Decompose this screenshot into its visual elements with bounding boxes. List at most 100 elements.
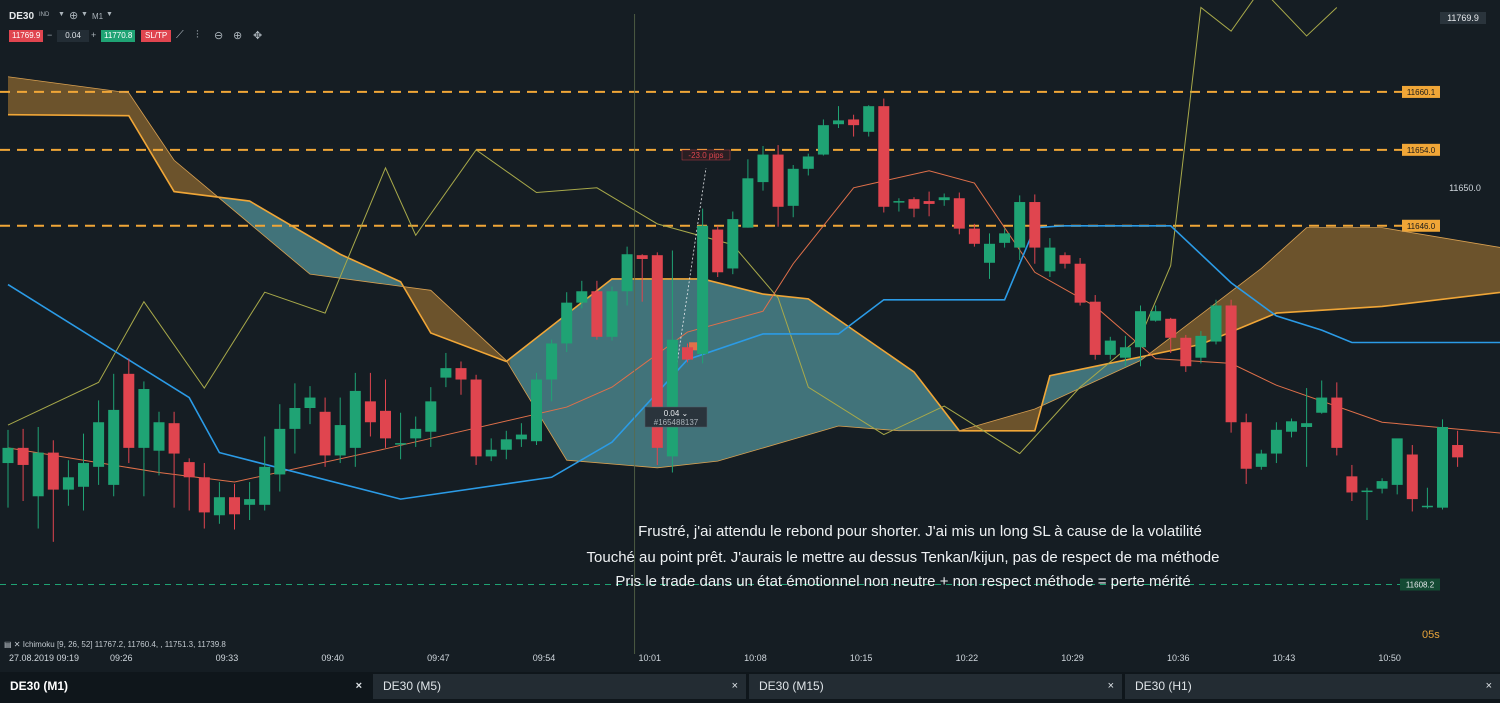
crosshair-icon[interactable]: ⊕ xyxy=(69,10,79,22)
level-label-bg xyxy=(1402,143,1440,156)
sltp-button[interactable]: SL/TP xyxy=(141,30,172,42)
crosshair-dropdown-icon[interactable]: ▼ xyxy=(81,11,88,18)
bullish-candle xyxy=(727,219,739,269)
bearish-candle xyxy=(968,228,980,244)
bearish-candle xyxy=(183,462,195,478)
bullish-candle xyxy=(1210,305,1222,342)
bullish-candle xyxy=(833,120,844,125)
bearish-candle xyxy=(168,423,180,454)
tab-close-icon[interactable]: × xyxy=(355,680,362,692)
timeframe-label[interactable]: M1 xyxy=(92,12,104,21)
bullish-candle xyxy=(1104,340,1116,355)
level-label-bg xyxy=(1402,219,1440,232)
symbol-tag: IND xyxy=(39,12,50,18)
ichimoku-legend[interactable]: ▤ ✕ Ichimoku [9, 26, 52] 11767.2, 11760.… xyxy=(4,640,226,649)
tab-close-icon[interactable]: × xyxy=(1107,680,1114,692)
volume-increase-button[interactable]: + xyxy=(91,30,97,40)
bearish-candle xyxy=(1165,318,1177,338)
senkou-span-a-line xyxy=(7,113,1500,432)
x-tick-label: 09:40 xyxy=(321,653,344,663)
bearish-candle xyxy=(470,379,482,457)
bullish-candle xyxy=(304,397,316,408)
bullish-candle xyxy=(62,477,74,490)
x-tick-label: 10:01 xyxy=(638,653,662,663)
bullish-candle xyxy=(742,178,754,228)
bullish-candle xyxy=(153,422,165,451)
bearish-candle xyxy=(682,347,693,360)
bearish-candle xyxy=(1074,263,1086,303)
candles-icon[interactable]: ⫶ xyxy=(196,29,199,41)
bullish-candle xyxy=(1044,247,1056,272)
bullish-candle xyxy=(425,401,437,432)
bullish-candle xyxy=(1119,347,1131,358)
x-tick-label: 10:22 xyxy=(955,653,979,663)
bearish-candle xyxy=(1059,255,1071,264)
zoom-out-icon[interactable]: ⊖ xyxy=(214,30,224,42)
bearish-cloud xyxy=(963,403,1043,431)
pips-label: -23.0 pips xyxy=(688,151,723,160)
buy-price-button[interactable]: 11770.8 xyxy=(101,30,136,42)
bullish-candle xyxy=(440,368,452,378)
bearish-candle xyxy=(1406,454,1418,500)
bearish-candle xyxy=(229,497,240,515)
annotation-line-2: Touché au point prêt. J'aurais le mettre… xyxy=(586,549,1220,566)
bullish-candle xyxy=(1421,505,1433,508)
bearish-candle xyxy=(651,255,663,448)
tab-label: DE30 (M1) xyxy=(10,679,69,693)
bullish-candle xyxy=(1437,426,1448,508)
candle-countdown: 05s xyxy=(1422,629,1440,641)
indicator-icon: ▤ ✕ xyxy=(4,640,23,649)
bearish-candle xyxy=(455,368,467,380)
bullish-candle xyxy=(1376,481,1388,489)
volume-input[interactable]: 0.04 xyxy=(57,30,89,42)
bearish-candle xyxy=(1180,337,1192,367)
bullish-candle xyxy=(697,225,709,354)
bullish-candle xyxy=(78,463,89,487)
bearish-candle xyxy=(591,291,603,337)
bullish-candle xyxy=(1316,397,1328,413)
bearish-candle xyxy=(1029,202,1041,248)
volume-decrease-button[interactable]: − xyxy=(47,30,53,40)
symbol-dropdown-icon[interactable]: ▼ xyxy=(58,11,65,18)
x-tick-label: 09:47 xyxy=(427,653,450,663)
bullish-candle xyxy=(561,302,573,344)
bearish-candle xyxy=(17,447,29,465)
level-label: 11654.0 xyxy=(1407,146,1436,155)
tab-de30-m5[interactable]: DE30 (M5) × xyxy=(373,674,746,699)
bullish-cloud xyxy=(1042,354,1149,406)
zoom-in-icon[interactable]: ⊕ xyxy=(233,30,243,42)
current-price-label: 11769.9 xyxy=(1447,13,1479,23)
tab-close-icon[interactable]: × xyxy=(1485,680,1492,692)
bullish-candle xyxy=(621,254,633,292)
chikou-line xyxy=(7,0,1338,455)
bullish-candle xyxy=(395,443,407,445)
price-chart[interactable]: 11660.1 11654.0 11646.0 0.04 ⌄#165488137 -2… xyxy=(0,0,1500,672)
bearish-candle xyxy=(908,199,920,209)
bullish-candle xyxy=(1255,453,1267,467)
tab-de30-m1[interactable]: DE30 (M1) × xyxy=(0,674,370,699)
tab-close-icon[interactable]: × xyxy=(731,680,738,692)
bearish-candle xyxy=(1240,422,1252,469)
bullish-candle xyxy=(108,409,120,485)
bearish-candle xyxy=(123,373,135,448)
bullish-candle xyxy=(259,466,271,505)
timeframe-dropdown-icon[interactable]: ▼ xyxy=(106,11,113,18)
bullish-candle xyxy=(274,428,286,475)
level-label: 11660.1 xyxy=(1407,88,1436,97)
bullish-candle xyxy=(1270,429,1282,454)
chart-area[interactable]: 11660.1 11654.0 11646.0 0.04 ⌄ #165488137 -2… xyxy=(0,0,1500,672)
bearish-candle xyxy=(636,255,648,259)
bullish-candle xyxy=(1014,202,1026,248)
sell-price-button[interactable]: 11769.9 xyxy=(9,30,44,42)
move-icon[interactable]: ✥ xyxy=(253,30,263,42)
bullish-cloud xyxy=(510,278,964,468)
tab-de30-h1[interactable]: DE30 (H1) × xyxy=(1125,674,1500,699)
bullish-cloud xyxy=(219,197,405,289)
bearish-candle xyxy=(380,410,391,439)
line-chart-icon[interactable]: ⟋ xyxy=(176,29,184,41)
tab-de30-m15[interactable]: DE30 (M15) × xyxy=(749,674,1122,699)
position-volume: 0.04 ⌄ xyxy=(664,409,689,418)
bullish-candle xyxy=(93,422,105,467)
bearish-candle xyxy=(1089,301,1101,355)
symbol-label[interactable]: DE30 xyxy=(9,11,35,22)
